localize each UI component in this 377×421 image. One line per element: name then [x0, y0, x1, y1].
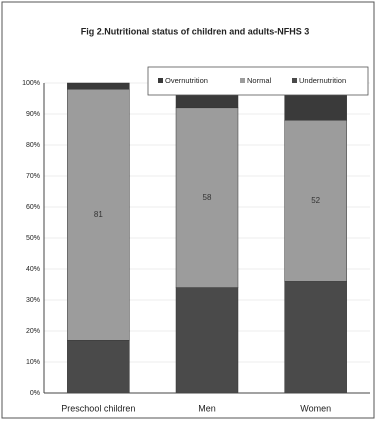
- y-tick-label: 0%: [30, 390, 40, 397]
- bar-segment: [67, 88, 130, 341]
- chart-title: Fig 2.Nutritional status of children and…: [81, 26, 310, 36]
- y-tick-label: 60%: [26, 204, 40, 211]
- legend-swatch: [240, 78, 245, 83]
- y-tick-label: 80%: [26, 142, 40, 149]
- y-tick-label: 20%: [26, 328, 40, 335]
- y-tick-label: 70%: [26, 173, 40, 180]
- y-tick-label: 90%: [26, 111, 40, 118]
- data-label: 52: [311, 196, 320, 205]
- x-tick-label: Men: [198, 403, 216, 413]
- legend-box: [147, 66, 369, 96]
- bar-segment: [67, 82, 130, 90]
- legend-swatch: [158, 78, 163, 83]
- legend-label: Undernutrition: [299, 76, 346, 85]
- bar-segment: [284, 281, 347, 394]
- y-tick-label: 30%: [26, 297, 40, 304]
- y-tick-label: 100%: [22, 80, 40, 87]
- data-label: 81: [94, 210, 103, 219]
- legend-swatch: [292, 78, 297, 83]
- x-tick-label: Women: [300, 403, 331, 413]
- data-label: 58: [203, 193, 212, 202]
- bar-segment: [284, 119, 347, 282]
- x-tick-label: Preschool children: [61, 403, 135, 413]
- y-tick-label: 50%: [26, 235, 40, 242]
- y-tick-label: 10%: [26, 359, 40, 366]
- bar-segment: [175, 287, 239, 394]
- legend-label: Overnutrition: [165, 76, 208, 85]
- bar-segment: [67, 340, 130, 394]
- y-tick-label: 40%: [26, 266, 40, 273]
- legend-label: Normal: [247, 76, 272, 85]
